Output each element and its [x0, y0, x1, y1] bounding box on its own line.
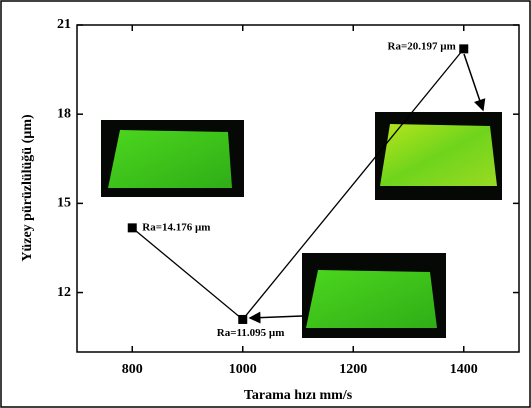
surface-image-2: [302, 253, 446, 338]
x-tick-label: 800: [122, 362, 143, 377]
marker: [238, 314, 248, 324]
data-label: Ra=14.176 µm: [142, 221, 210, 233]
data-label: Ra=20.197 µm: [388, 40, 456, 52]
y-axis-label: Yüzey pürüzlülüğü (µm): [20, 114, 35, 262]
x-tick-label: 1000: [229, 362, 257, 377]
plot-frame: [76, 24, 520, 353]
y-tick-label: 12: [57, 285, 71, 300]
y-tick-label: 18: [57, 106, 71, 121]
y-tick-label: 15: [57, 196, 71, 211]
arrow: [248, 311, 303, 324]
x-axis-label: Tarama hızı mm/s: [244, 388, 353, 403]
data-label: Ra=11.095 µm: [217, 327, 285, 339]
surface-image-3: [375, 112, 502, 200]
marker: [459, 44, 469, 54]
marker: [127, 223, 137, 233]
x-tick-label: 1400: [450, 362, 478, 377]
surface-image-1: [101, 120, 244, 197]
x-tick-label: 1200: [339, 362, 367, 377]
y-tick-label: 21: [57, 17, 71, 32]
arrow: [463, 53, 486, 112]
